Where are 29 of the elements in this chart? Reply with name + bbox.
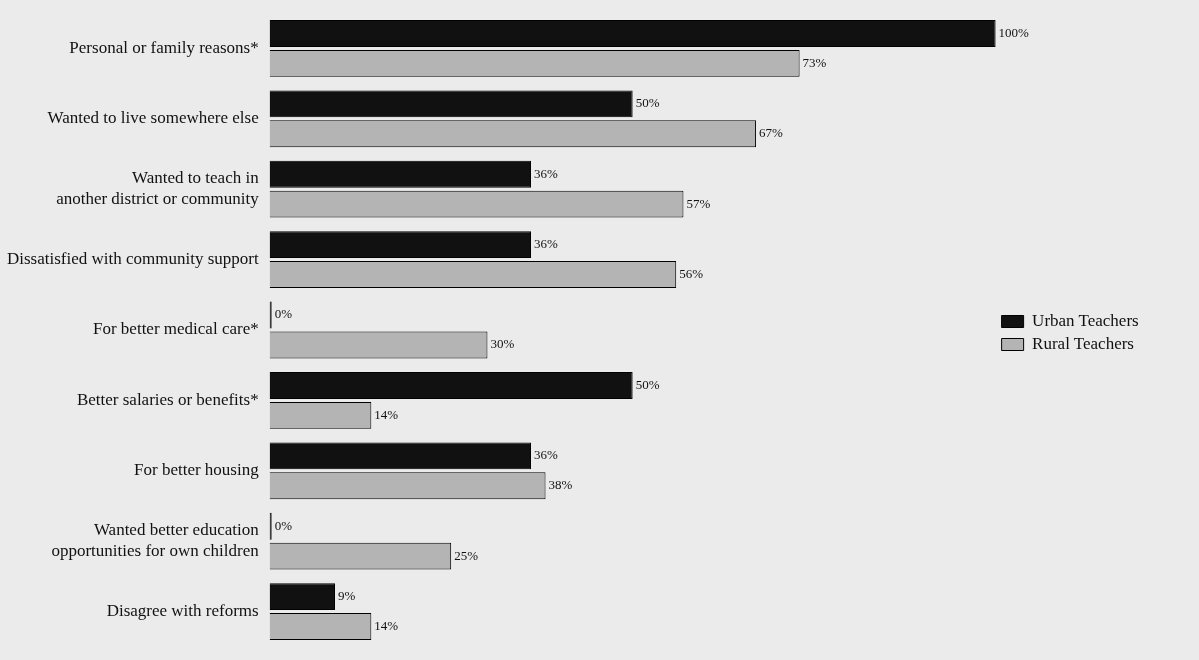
data-label: 36% (534, 447, 559, 463)
data-label: 25% (454, 547, 479, 563)
y-tick-label: For better housing (134, 460, 260, 480)
y-tick-label: Wanted to live somewhere else (47, 108, 259, 128)
data-label: 9% (338, 588, 356, 604)
data-label: 100% (998, 24, 1030, 40)
data-label: 0% (274, 306, 293, 322)
y-tick-label: Disagree with reforms (106, 601, 259, 621)
data-label: 50% (635, 376, 660, 392)
y-tick-label: For better medical care* (93, 319, 259, 339)
y-tick-label: Dissatisfied with community support (6, 249, 259, 269)
y-tick-label: Wanted to teach in another district or community (56, 168, 260, 208)
data-label: 14% (374, 406, 399, 422)
y-tick-label: Wanted better education opportunities for own children (51, 520, 260, 560)
data-label: 57% (686, 195, 711, 211)
y-tick-label: Better salaries or benefits* (76, 389, 259, 409)
data-label: 0% (274, 517, 293, 533)
data-label: 14% (374, 617, 399, 633)
legend-label: Rural Teachers (1032, 333, 1134, 353)
data-label: 36% (534, 165, 559, 181)
data-label: 30% (490, 336, 515, 352)
data-label: 50% (635, 95, 660, 111)
data-label: 56% (679, 265, 704, 281)
data-label: 36% (534, 236, 559, 252)
data-label: 38% (548, 477, 573, 493)
y-tick-label: Personal or family reasons* (69, 37, 259, 57)
legend-label: Urban Teachers (1032, 310, 1139, 330)
data-label: 67% (759, 125, 784, 141)
data-label: 73% (802, 54, 827, 70)
